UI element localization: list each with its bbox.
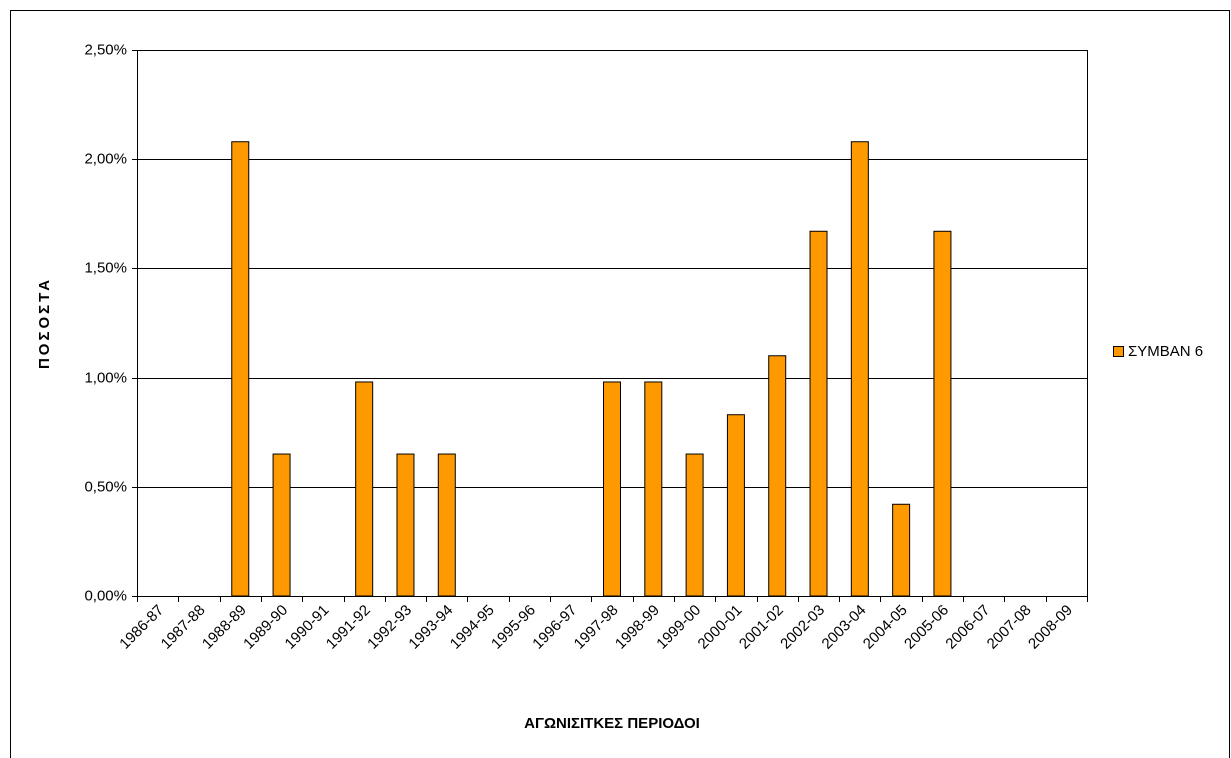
legend-swatch bbox=[1113, 346, 1124, 357]
legend-label: ΣΥΜΒΑΝ 6 bbox=[1128, 343, 1203, 360]
y-tick-label: 0,00% bbox=[84, 587, 127, 604]
y-axis-title: ΠΟΣΟΣΤΑ bbox=[36, 277, 53, 369]
bar bbox=[272, 453, 291, 597]
bar bbox=[933, 230, 952, 597]
bar bbox=[231, 141, 250, 597]
bar bbox=[603, 381, 621, 597]
bar bbox=[809, 230, 828, 597]
bar bbox=[850, 141, 869, 597]
bar bbox=[726, 414, 745, 597]
bar bbox=[437, 453, 456, 597]
y-tick-label: 2,00% bbox=[84, 150, 127, 167]
bar bbox=[768, 355, 787, 597]
y-tick-label: 1,00% bbox=[84, 369, 127, 386]
y-tick-label: 1,50% bbox=[84, 259, 127, 276]
bar bbox=[396, 453, 415, 597]
y-tick-label: 0,50% bbox=[84, 478, 127, 495]
bar bbox=[355, 381, 374, 597]
bar bbox=[685, 453, 704, 597]
bar bbox=[644, 381, 663, 597]
bar bbox=[892, 503, 911, 597]
y-tick-label: 2,50% bbox=[84, 41, 127, 58]
x-axis-title: ΑΓΩΝΙΣΙΤΚΕΣ ΠΕΡΙΟΔΟΙ bbox=[524, 715, 700, 732]
